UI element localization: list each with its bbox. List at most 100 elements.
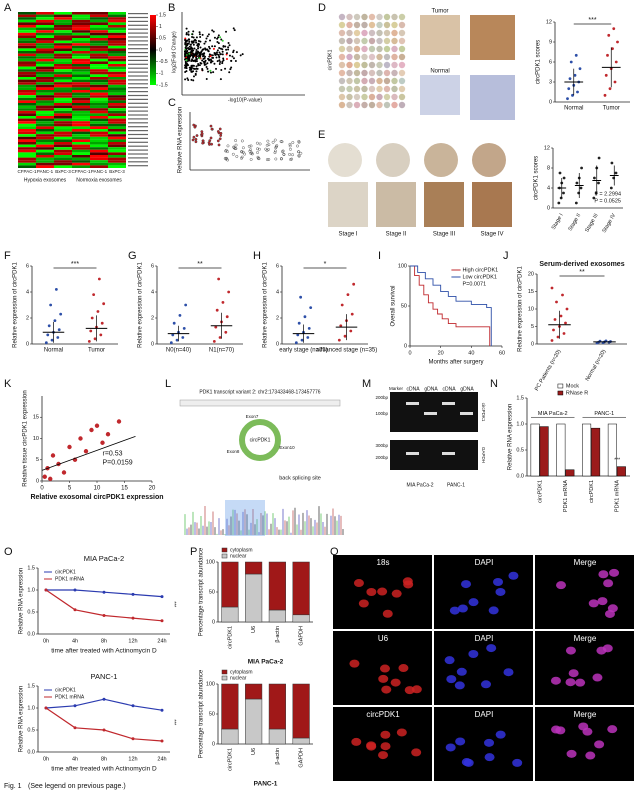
volcano-dot bbox=[218, 62, 221, 65]
volcano-dot bbox=[207, 33, 210, 36]
heatmap-cell bbox=[90, 136, 108, 140]
heatmap-cell bbox=[54, 71, 72, 75]
x-tick-label: 20 bbox=[438, 350, 444, 356]
dot bbox=[99, 333, 103, 337]
x-tick-label: β-actin bbox=[275, 626, 281, 643]
heatmap-cell bbox=[90, 142, 108, 145]
c-dot bbox=[264, 147, 268, 151]
volcano-dot bbox=[209, 61, 212, 64]
tma-core bbox=[391, 53, 398, 61]
volcano-dot bbox=[185, 44, 188, 47]
dot bbox=[610, 161, 614, 165]
heatmap-cell bbox=[18, 162, 36, 166]
volcano-dot bbox=[198, 33, 201, 36]
heatmap-cell bbox=[90, 118, 108, 122]
volcano-dot bbox=[195, 65, 198, 68]
dot bbox=[555, 300, 558, 304]
tma-core bbox=[383, 37, 391, 45]
heatmap-cell bbox=[54, 56, 72, 59]
heatmap-row-label bbox=[128, 52, 148, 54]
volcano-dot bbox=[201, 68, 204, 71]
x-tick-label: 20 bbox=[149, 486, 156, 492]
legend-swatch bbox=[221, 553, 228, 559]
dot bbox=[87, 340, 91, 343]
label: Stage III bbox=[433, 232, 456, 238]
cell bbox=[411, 748, 422, 757]
x-tick-label: GAPDH bbox=[299, 748, 305, 768]
heatmap-cell bbox=[36, 45, 54, 49]
tma-core bbox=[346, 29, 353, 37]
tma-core bbox=[398, 101, 406, 109]
tma-core bbox=[383, 101, 391, 109]
cell bbox=[468, 598, 479, 607]
dot bbox=[307, 327, 311, 330]
volcano-dot bbox=[222, 45, 225, 48]
volcano-dot bbox=[205, 66, 208, 69]
heatmap-cell bbox=[18, 12, 36, 15]
panel-letter: M bbox=[362, 378, 371, 390]
c-dot bbox=[192, 135, 196, 139]
survival-curve bbox=[410, 265, 492, 346]
heatmap-cell bbox=[36, 144, 54, 148]
c-dot bbox=[234, 143, 238, 147]
heatmap-cell bbox=[72, 12, 90, 15]
heatmap-cell bbox=[18, 74, 36, 77]
dot bbox=[580, 166, 583, 170]
label: GAPDH bbox=[481, 447, 486, 463]
label: Exon10 bbox=[279, 445, 295, 450]
y-axis-label: Relative expression of circPDK1 bbox=[263, 261, 269, 347]
volcano-dot bbox=[216, 53, 219, 56]
c-dot bbox=[274, 149, 277, 153]
heatmap-cell bbox=[18, 157, 36, 161]
heatmap-cell bbox=[18, 113, 36, 116]
volcano-dot bbox=[232, 27, 235, 30]
dot bbox=[57, 328, 61, 332]
dot bbox=[562, 191, 565, 195]
cell bbox=[594, 740, 605, 749]
dot bbox=[54, 288, 58, 291]
heatmap-row-label bbox=[128, 16, 148, 19]
note: F = 2.2994 bbox=[595, 191, 621, 197]
heatmap-cell bbox=[72, 126, 90, 129]
band bbox=[406, 452, 419, 455]
tma-core bbox=[376, 101, 383, 109]
volcano-dot bbox=[199, 40, 202, 43]
heatmap-cell bbox=[72, 131, 90, 135]
heatmap-cell bbox=[36, 129, 54, 132]
band bbox=[442, 452, 455, 455]
volcano-dot bbox=[203, 62, 206, 65]
tma-core bbox=[368, 13, 376, 21]
x-tick-label: 12h bbox=[128, 756, 137, 762]
volcano-dot bbox=[221, 62, 224, 65]
heatmap-cell bbox=[90, 134, 108, 137]
c-dot bbox=[200, 132, 204, 136]
dot bbox=[224, 330, 228, 334]
y-tick-label: 1.5 bbox=[27, 565, 35, 571]
label: Hypoxia exosomes bbox=[24, 177, 67, 183]
heatmap-cell bbox=[54, 149, 72, 153]
tma-core bbox=[346, 13, 353, 21]
tma-core bbox=[398, 37, 406, 45]
point bbox=[50, 453, 56, 458]
volcano-dot bbox=[191, 36, 194, 39]
legend-swatch bbox=[557, 383, 564, 389]
volcano-dot bbox=[221, 60, 224, 63]
cell bbox=[495, 587, 506, 596]
c-dot bbox=[297, 150, 301, 154]
tma-core bbox=[361, 101, 368, 109]
tma-core bbox=[353, 77, 361, 85]
heatmap-cell bbox=[90, 129, 108, 132]
volcano-dot bbox=[212, 47, 215, 50]
y-tick-label: 12 bbox=[546, 19, 552, 25]
dot bbox=[181, 336, 185, 339]
heatmap-cell bbox=[90, 66, 108, 70]
y-tick-label: 6 bbox=[549, 59, 552, 65]
label: -1.5 bbox=[159, 82, 168, 88]
label: 200bp bbox=[375, 455, 388, 460]
heatmap-cell bbox=[72, 97, 90, 101]
cell bbox=[446, 675, 457, 684]
y-axis-label: Relative RNA expression bbox=[508, 404, 514, 470]
x-tick-label: 10 bbox=[94, 486, 101, 492]
cell bbox=[565, 646, 576, 655]
